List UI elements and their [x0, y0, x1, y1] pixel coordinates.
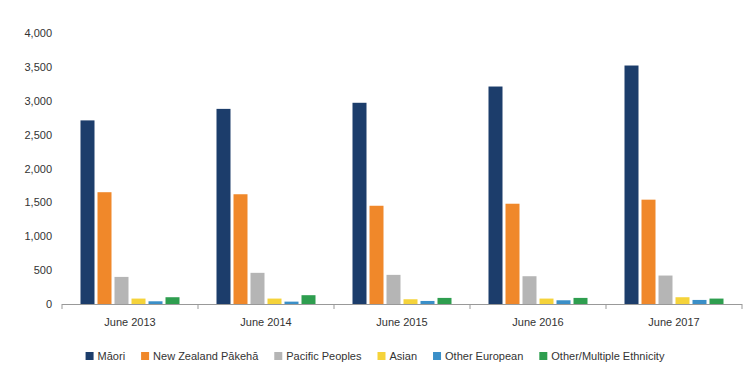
bar: [251, 273, 265, 304]
chart: 0 500 1,000 1,500 2,000 2,500 3,000 3,500 4,000 J…: [0, 0, 750, 375]
y-tick-label: 4,000: [24, 27, 52, 39]
legend-swatch: [539, 352, 547, 360]
bar: [489, 87, 503, 304]
bar: [438, 298, 452, 304]
bar: [404, 299, 418, 304]
x-tick: [470, 304, 471, 309]
x-tick-label: June 2013: [104, 316, 155, 328]
legend-item: Other European: [433, 350, 523, 362]
legend-label: Other/Multiple Ethnicity: [551, 350, 665, 362]
bar: [115, 277, 129, 304]
bar: [285, 302, 299, 304]
bar: [149, 301, 163, 304]
x-tick-label: June 2014: [240, 316, 291, 328]
bar: [625, 66, 639, 304]
legend-swatch: [433, 352, 441, 360]
bar: [676, 297, 690, 304]
bar: [98, 192, 112, 304]
y-tick-label: 3,000: [24, 95, 52, 107]
x-tick: [198, 304, 199, 309]
bar: [81, 120, 95, 304]
legend-item: Other/Multiple Ethnicity: [539, 350, 665, 362]
bar: [523, 276, 537, 304]
bar: [693, 300, 707, 304]
legend-item: Māori: [86, 350, 126, 362]
bar: [217, 109, 231, 304]
y-tick-label: 500: [34, 264, 52, 276]
legend-swatch: [274, 352, 282, 360]
legend-swatch: [86, 352, 94, 360]
legend-item: Pacific Peoples: [274, 350, 362, 362]
x-tick: [334, 304, 335, 309]
bar: [166, 297, 180, 304]
bar: [353, 103, 367, 304]
bar: [710, 299, 724, 304]
bar: [234, 194, 248, 304]
legend-label: Pacific Peoples: [286, 350, 362, 362]
bar: [370, 206, 384, 304]
x-tick-label: June 2017: [648, 316, 699, 328]
x-tick-label: June 2016: [512, 316, 563, 328]
legend-item: New Zealand Pākehā: [141, 350, 259, 362]
legend-item: Asian: [378, 350, 418, 362]
bar: [642, 200, 656, 304]
x-tick-label: June 2015: [376, 316, 427, 328]
legend-label: Asian: [390, 350, 418, 362]
legend-label: Other European: [445, 350, 523, 362]
bar: [302, 295, 316, 304]
bar: [387, 275, 401, 304]
bar: [659, 276, 673, 304]
legend-swatch: [378, 352, 386, 360]
bar: [268, 299, 282, 304]
bar: [421, 301, 435, 304]
bar: [540, 299, 554, 304]
x-tick: [606, 304, 607, 309]
bars: [81, 66, 724, 304]
y-tick-label: 2,500: [24, 129, 52, 141]
legend-swatch: [141, 352, 149, 360]
y-tick-label: 0: [46, 298, 52, 310]
y-tick-label: 1,500: [24, 196, 52, 208]
legend-label: New Zealand Pākehā: [153, 350, 259, 362]
y-tick-label: 1,000: [24, 230, 52, 242]
x-tick: [742, 304, 743, 309]
bar: [506, 204, 520, 304]
bar: [132, 299, 146, 304]
bar: [557, 300, 571, 304]
y-tick-label: 3,500: [24, 61, 52, 73]
legend: Māori New Zealand Pākehā Pacific Peoples As…: [86, 350, 665, 362]
y-tick-label: 2,000: [24, 163, 52, 175]
x-tick: [62, 304, 63, 309]
legend-label: Māori: [98, 350, 126, 362]
bar: [574, 298, 588, 304]
x-axis: [62, 304, 742, 305]
